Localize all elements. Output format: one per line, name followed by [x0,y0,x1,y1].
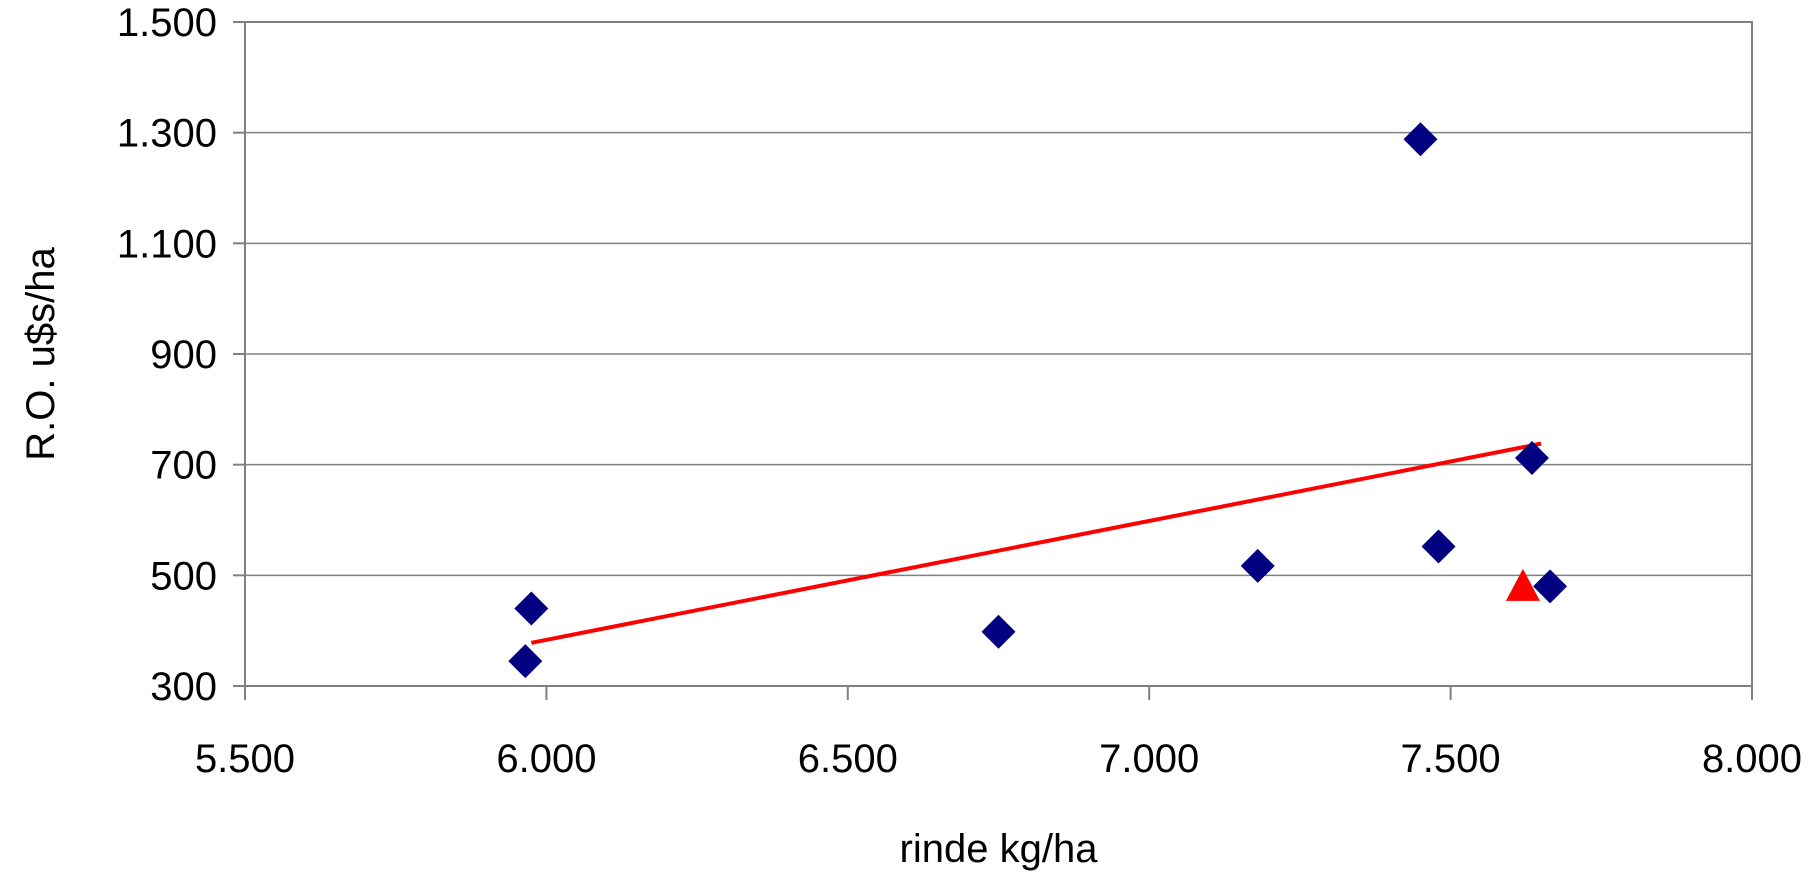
x-axis-ticks: 5.500 6.000 6.500 7.000 7.500 8.000 [195,686,1802,781]
x-tick-label: 6.000 [496,737,596,781]
x-tick-label: 5.500 [195,737,295,781]
x-tick-label: 7.000 [1099,737,1199,781]
y-tick-label: 900 [150,333,217,377]
data-point-diamond [1403,122,1438,157]
data-point-diamond [1240,548,1275,583]
x-tick-label: 6.500 [798,737,898,781]
data-point-diamond [981,614,1016,649]
y-tick-label: 500 [150,554,217,598]
x-tick-label: 7.500 [1401,737,1501,781]
y-axis-title: R.O. u$s/ha [19,247,63,461]
data-point-triangle [1505,568,1540,601]
x-axis-title: rinde kg/ha [900,827,1099,871]
data-point-diamond [514,591,549,626]
y-tick-label: 1.300 [117,112,217,156]
y-tick-label: 1.100 [117,222,217,266]
data-point-diamond [1533,569,1568,604]
trendline [530,441,1542,645]
data-point-diamond [508,644,543,679]
gridlines [245,131,1752,577]
y-axis-ticks: 300 500 700 900 1.100 1.300 1.500 [117,1,245,709]
y-tick-label: 1.500 [117,1,217,45]
trendline-group [530,441,1542,645]
y-tick-label: 700 [150,444,217,488]
x-tick-label: 8.000 [1702,737,1802,781]
y-tick-label: 300 [150,665,217,709]
data-point-diamond [1514,441,1549,476]
data-points [508,122,1568,679]
data-point-diamond [1421,529,1456,564]
